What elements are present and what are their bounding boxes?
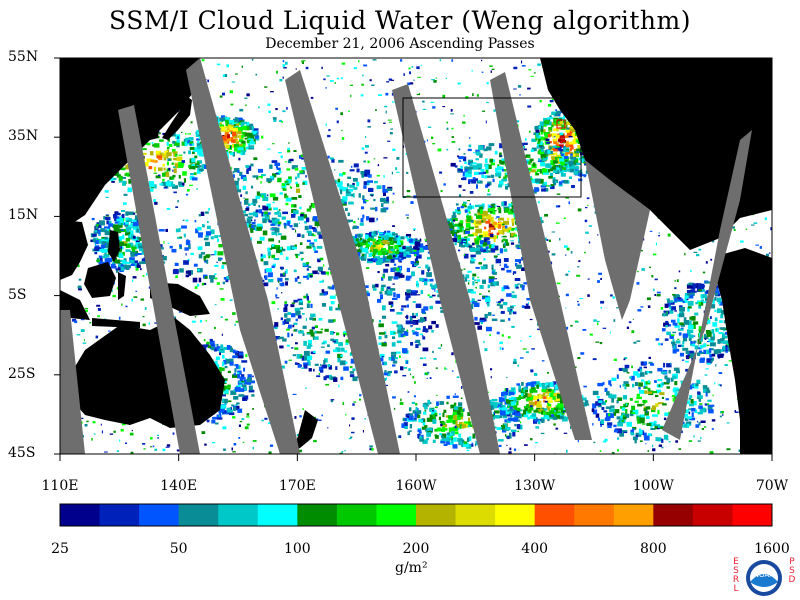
philippines-landmass	[108, 230, 120, 262]
colorbar-label: 25	[51, 541, 69, 557]
lon-label: 130W	[514, 478, 556, 494]
colorbar-swatch	[653, 504, 694, 526]
colorbar-swatch	[613, 504, 654, 526]
swath-gap-0	[60, 310, 85, 454]
new-zealand-landmass	[292, 410, 318, 452]
colorbar-swatch	[495, 504, 536, 526]
colorbar-units: g/m²	[395, 560, 428, 576]
colorbar-label: 1600	[754, 541, 790, 557]
lat-label: 15N	[8, 207, 39, 224]
lon-label: 140E	[160, 478, 198, 494]
south-america-landmass	[715, 248, 772, 454]
java-landmass	[92, 318, 140, 328]
lon-label: 170E	[278, 478, 316, 494]
location-marker	[556, 119, 566, 129]
colorbar-swatch	[376, 504, 417, 526]
colorbar-frame	[59, 503, 773, 527]
colorbar-swatch	[732, 504, 773, 526]
colorbar-label: 800	[639, 541, 667, 557]
lat-label: 25S	[8, 365, 36, 382]
swath-gap-5	[490, 72, 592, 440]
sulawesi-landmass	[118, 272, 126, 300]
swath-gaps	[60, 58, 752, 454]
lon-label: 110E	[41, 478, 79, 494]
colorbar-label: 400	[521, 541, 549, 557]
colorbar-swatch	[336, 504, 377, 526]
colorbar-swatch	[218, 504, 259, 526]
swath-gap-6	[585, 160, 650, 320]
borneo-landmass	[84, 262, 116, 298]
colorbar-swatch	[60, 504, 101, 526]
colorbar-label: 50	[169, 541, 188, 557]
north-america-landmass	[540, 58, 772, 250]
logo-emblem-text: NOAA	[754, 571, 775, 579]
lat-label: 35N	[8, 128, 39, 145]
lon-ticks	[59, 454, 773, 461]
colorbar-swatch	[534, 504, 575, 526]
colorbar-label: 100	[283, 541, 311, 557]
lat-ticks	[54, 57, 60, 455]
lat-label: 5S	[8, 286, 27, 303]
swath-gap-2	[186, 58, 300, 454]
colorbar-swatch	[574, 504, 615, 526]
lon-label: 100W	[632, 478, 674, 494]
map-title: SSM/I Cloud Liquid Water (Weng algorithm…	[109, 6, 691, 35]
noaa-emblem-icon: NOAA	[746, 560, 782, 596]
colorbar-swatch	[139, 504, 180, 526]
lon-label: 160W	[395, 478, 437, 494]
lat-label: 55N	[8, 49, 39, 65]
swath-gap-1	[118, 105, 200, 454]
colorbar-label: 200	[402, 541, 430, 557]
swath-gap-3	[285, 70, 400, 454]
colorbar-swatch	[297, 504, 338, 526]
colorbar-swatch	[692, 504, 733, 526]
lon-label: 70W	[755, 478, 789, 494]
swath-gap-4	[392, 84, 500, 454]
colorbar-swatch	[257, 504, 298, 526]
swath-gap-7	[662, 130, 752, 440]
korea-landmass	[150, 118, 160, 140]
map-subtitle: December 21, 2006 Ascending Passes	[265, 36, 535, 52]
region-box	[402, 97, 582, 198]
colorbar	[59, 503, 773, 527]
japan-landmass	[162, 95, 192, 140]
indochina-landmass	[60, 220, 88, 280]
colorbar-swatch	[99, 504, 140, 526]
colorbar-swatch	[416, 504, 457, 526]
lat-label: 45S	[8, 445, 36, 461]
colorbar-swatch	[455, 504, 496, 526]
colorbar-swatch	[178, 504, 219, 526]
